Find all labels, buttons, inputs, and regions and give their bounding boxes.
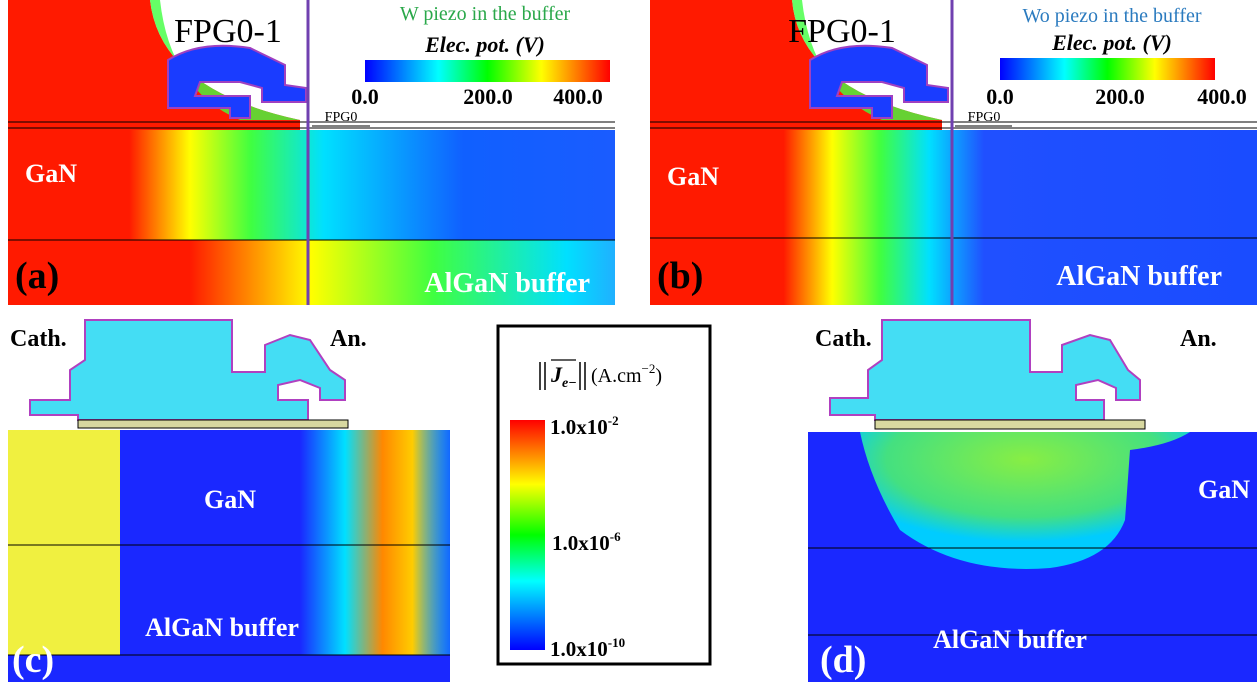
colorbar-tick: 400.0 bbox=[1197, 84, 1247, 109]
electrode-label: Cath. bbox=[815, 326, 872, 352]
legend-units: (A.cm−2) bbox=[591, 361, 662, 387]
gate-dielectric bbox=[77, 419, 349, 429]
buffer-map bbox=[8, 240, 615, 305]
layer-label: AlGaN buffer bbox=[424, 268, 590, 299]
layer-label: AlGaN buffer bbox=[933, 625, 1087, 654]
gate-dielectric bbox=[874, 419, 1146, 430]
device-metal bbox=[829, 319, 1141, 421]
panel-c: Cath. An. GaN AlGaN buffer (c) bbox=[8, 319, 450, 682]
colorbar-title: Elec. pot. (V) bbox=[1051, 30, 1172, 55]
panel-label: (a) bbox=[15, 255, 59, 297]
colorbar bbox=[510, 420, 545, 650]
tick-exponent: -10 bbox=[608, 635, 625, 650]
gate-label: FPG0-1 bbox=[174, 13, 282, 50]
colorbar bbox=[1000, 58, 1215, 80]
layer-label: GaN bbox=[667, 162, 719, 191]
condition: Wo piezo in the buffer bbox=[1022, 5, 1201, 27]
colorbar-tick: 200.0 bbox=[463, 84, 513, 109]
panel-label: (b) bbox=[657, 255, 703, 297]
panel-b: FPG0-1 Wo piezo in the buffer Elec. pot.… bbox=[650, 0, 1257, 305]
panel-d: Cath. An. GaN AlGaN buffer (d) bbox=[808, 319, 1257, 682]
device-metal bbox=[29, 319, 346, 421]
legend-tick: 1.0x10-2 bbox=[550, 413, 619, 439]
panel-a: FPG0-1 W piezo in the buffer Elec. pot. … bbox=[8, 0, 615, 305]
legend-symbol: J bbox=[550, 362, 563, 387]
field-plate-label: FPG0 bbox=[325, 110, 358, 125]
legend-tick: 1.0x10-10 bbox=[550, 635, 625, 661]
legend: Je− (A.cm−2) 1.0x10-2 1.0x10-6 1.0x10-10 bbox=[496, 324, 712, 666]
tick-exponent: -2 bbox=[608, 413, 619, 428]
current-region bbox=[860, 432, 1190, 569]
layer-label: GaN bbox=[204, 485, 256, 514]
current-region bbox=[8, 430, 120, 655]
colorbar-tick: 400.0 bbox=[553, 84, 603, 109]
current-region bbox=[300, 430, 450, 655]
tick-exponent: -6 bbox=[610, 529, 621, 544]
layer-label: GaN bbox=[1198, 475, 1250, 504]
electrode-label: An. bbox=[330, 326, 367, 352]
layer-label: AlGaN buffer bbox=[1056, 261, 1222, 292]
colorbar bbox=[365, 60, 610, 82]
colorbar-title: Elec. pot. (V) bbox=[424, 32, 545, 57]
buffer-map bbox=[8, 655, 450, 682]
legend-title: Je− bbox=[550, 362, 577, 391]
panel-label: (c) bbox=[12, 639, 54, 681]
electrode-label: An. bbox=[1180, 326, 1217, 352]
legend-tick: 1.0x10-6 bbox=[552, 529, 621, 555]
colorbar-tick: 0.0 bbox=[986, 84, 1014, 109]
layer-label: AlGaN buffer bbox=[145, 613, 299, 642]
layer-label: GaN bbox=[25, 159, 77, 188]
colorbar-tick: 200.0 bbox=[1095, 84, 1145, 109]
field-plate bbox=[167, 44, 307, 119]
tick-mantissa: 1.0x10 bbox=[552, 531, 610, 555]
field-plate-label: FPG0 bbox=[968, 110, 1001, 125]
legend-units-exponent: −2 bbox=[642, 361, 656, 376]
colorbar-tick: 0.0 bbox=[351, 84, 379, 109]
field-plate bbox=[809, 44, 949, 119]
condition: W piezo in the buffer bbox=[400, 3, 571, 25]
legend-units-text: (A.cm bbox=[591, 365, 642, 387]
legend-subscript: e− bbox=[562, 376, 577, 391]
gan-map bbox=[8, 130, 615, 240]
tick-mantissa: 1.0x10 bbox=[550, 637, 608, 661]
gate-label: FPG0-1 bbox=[788, 13, 896, 50]
electrode-label: Cath. bbox=[10, 326, 67, 352]
tick-mantissa: 1.0x10 bbox=[550, 415, 608, 439]
legend-units-close: ) bbox=[655, 365, 662, 387]
panel-label: (d) bbox=[820, 639, 866, 681]
